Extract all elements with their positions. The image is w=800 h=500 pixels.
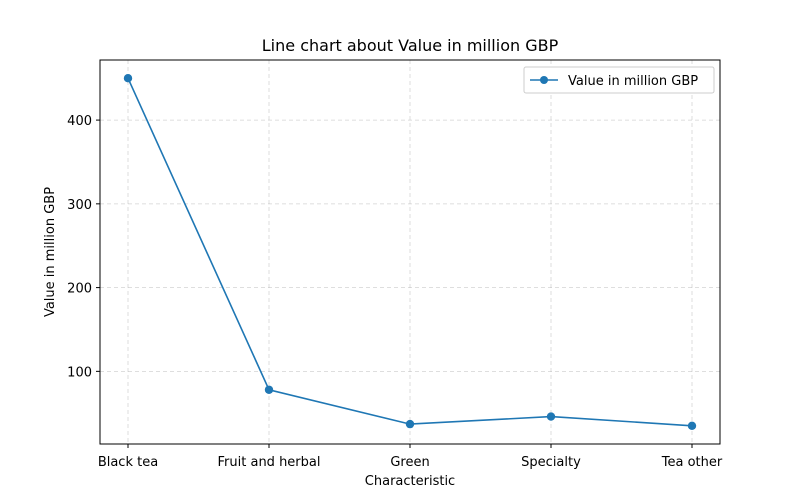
data-point [687, 421, 697, 430]
legend-box [523, 66, 715, 94]
legend-marker [540, 76, 548, 84]
series-layer [123, 74, 697, 430]
data-point [546, 412, 556, 421]
legend: Value in million GBP [523, 66, 715, 94]
x-tick-label: Green [390, 455, 429, 470]
y-tick-label: 200 [67, 282, 92, 297]
x-tick-label: Fruit and herbal [218, 455, 321, 470]
y-axis: 100 200 300 400 [67, 114, 100, 380]
x-tick-label: Black tea [98, 455, 158, 470]
grid [100, 60, 720, 444]
y-tick-label: 400 [67, 114, 92, 129]
x-tick-label: Tea other [661, 455, 723, 470]
chart-title: Line chart about Value in million GBP [262, 36, 559, 55]
data-point [405, 419, 415, 429]
x-tick-label: Specialty [521, 455, 581, 470]
x-axis: Black tea Fruit and herbal Green Specialty T… [98, 444, 723, 470]
y-tick-label: 100 [67, 365, 92, 380]
legend-entry-label: Value in million GBP [568, 74, 698, 89]
data-point [123, 74, 133, 83]
y-axis-label: Value in million GBP [43, 187, 58, 317]
data-point [264, 385, 274, 394]
y-tick-label: 300 [67, 198, 92, 213]
x-axis-label: Characteristic [365, 474, 455, 489]
